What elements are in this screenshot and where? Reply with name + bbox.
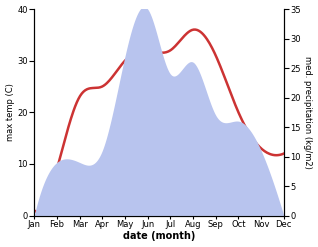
X-axis label: date (month): date (month) [123,231,195,242]
Y-axis label: med. precipitation (kg/m2): med. precipitation (kg/m2) [303,56,313,169]
Y-axis label: max temp (C): max temp (C) [5,83,15,141]
